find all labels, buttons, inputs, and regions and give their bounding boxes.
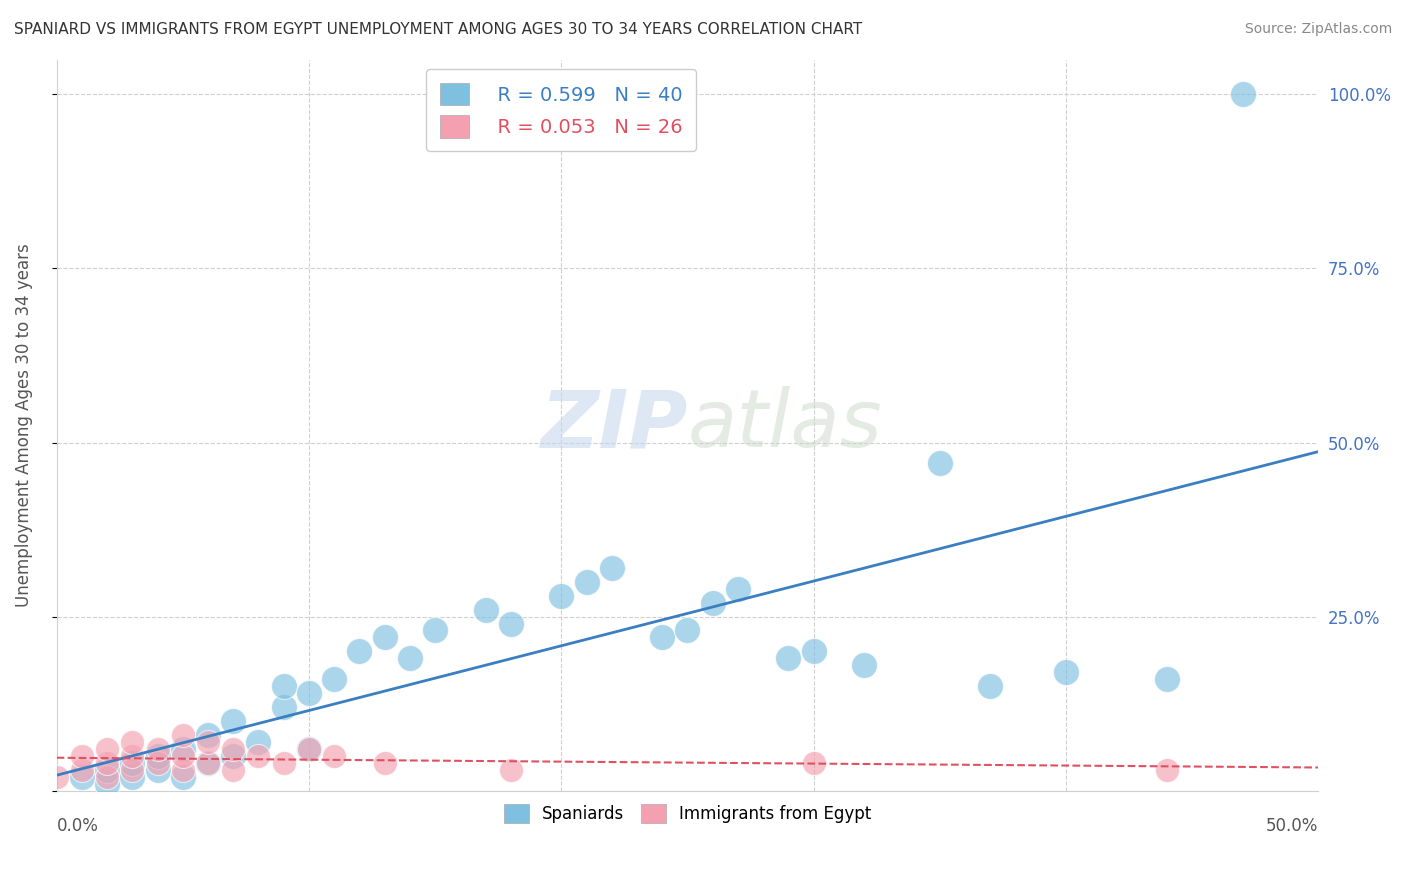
Point	[474, 602, 496, 616]
Point	[70, 748, 93, 763]
Point	[197, 735, 219, 749]
Point	[121, 763, 143, 777]
Point	[374, 631, 396, 645]
Point	[172, 742, 194, 756]
Point	[702, 596, 724, 610]
Point	[222, 748, 245, 763]
Point	[273, 756, 295, 770]
Point	[45, 770, 67, 784]
Point	[146, 748, 169, 763]
Point	[247, 735, 270, 749]
Text: 50.0%: 50.0%	[1265, 817, 1319, 835]
Point	[197, 728, 219, 742]
Point	[121, 756, 143, 770]
Point	[172, 763, 194, 777]
Point	[96, 770, 118, 784]
Point	[146, 756, 169, 770]
Point	[96, 742, 118, 756]
Point	[399, 651, 422, 665]
Point	[70, 770, 93, 784]
Point	[172, 728, 194, 742]
Point	[222, 714, 245, 728]
Point	[298, 742, 321, 756]
Legend: Spaniards, Immigrants from Egypt: Spaniards, Immigrants from Egypt	[494, 794, 882, 833]
Point	[550, 589, 572, 603]
Point	[979, 679, 1001, 693]
Point	[298, 686, 321, 700]
Point	[676, 624, 699, 638]
Point	[96, 777, 118, 791]
Point	[146, 763, 169, 777]
Point	[323, 672, 346, 686]
Point	[222, 763, 245, 777]
Point	[1232, 87, 1254, 102]
Point	[146, 742, 169, 756]
Point	[853, 658, 876, 673]
Point	[172, 748, 194, 763]
Point	[197, 756, 219, 770]
Point	[803, 644, 825, 658]
Point	[121, 735, 143, 749]
Point	[121, 770, 143, 784]
Point	[121, 748, 143, 763]
Point	[273, 679, 295, 693]
Point	[803, 756, 825, 770]
Point	[1156, 763, 1178, 777]
Point	[197, 756, 219, 770]
Text: Source: ZipAtlas.com: Source: ZipAtlas.com	[1244, 22, 1392, 37]
Point	[1156, 672, 1178, 686]
Point	[273, 700, 295, 714]
Point	[222, 742, 245, 756]
Text: ZIP: ZIP	[540, 386, 688, 464]
Point	[928, 457, 950, 471]
Text: 0.0%: 0.0%	[56, 817, 98, 835]
Point	[778, 651, 800, 665]
Point	[323, 748, 346, 763]
Text: atlas: atlas	[688, 386, 882, 464]
Point	[423, 624, 446, 638]
Y-axis label: Unemployment Among Ages 30 to 34 years: Unemployment Among Ages 30 to 34 years	[15, 244, 32, 607]
Point	[247, 748, 270, 763]
Point	[1054, 665, 1077, 680]
Point	[172, 770, 194, 784]
Point	[651, 631, 673, 645]
Point	[499, 616, 522, 631]
Point	[349, 644, 371, 658]
Point	[600, 561, 623, 575]
Point	[499, 763, 522, 777]
Point	[374, 756, 396, 770]
Text: SPANIARD VS IMMIGRANTS FROM EGYPT UNEMPLOYMENT AMONG AGES 30 TO 34 YEARS CORRELA: SPANIARD VS IMMIGRANTS FROM EGYPT UNEMPL…	[14, 22, 862, 37]
Point	[96, 756, 118, 770]
Point	[727, 582, 749, 596]
Point	[575, 574, 598, 589]
Point	[298, 742, 321, 756]
Point	[70, 763, 93, 777]
Point	[96, 763, 118, 777]
